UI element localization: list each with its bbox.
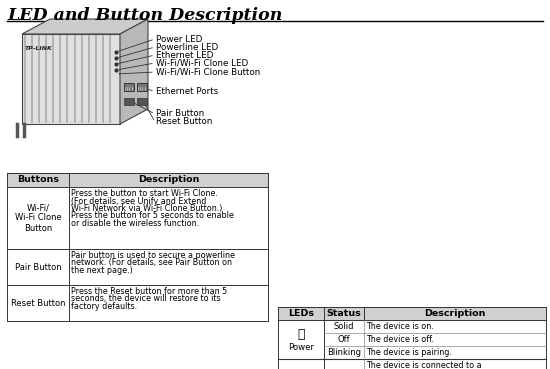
- Text: Off: Off: [338, 335, 350, 344]
- Text: Press the button to start Wi-Fi Clone.: Press the button to start Wi-Fi Clone.: [71, 189, 218, 198]
- Text: Pair button is used to secure a powerline: Pair button is used to secure a powerlin…: [71, 251, 235, 260]
- FancyBboxPatch shape: [7, 187, 268, 249]
- Text: Reset Button: Reset Button: [11, 299, 65, 307]
- Text: Buttons: Buttons: [17, 176, 59, 184]
- Text: Wi-Fi Network via Wi-Fi Clone Button.): Wi-Fi Network via Wi-Fi Clone Button.): [71, 204, 222, 213]
- Text: Wi-Fi/
Wi-Fi Clone
Button: Wi-Fi/ Wi-Fi Clone Button: [15, 203, 62, 233]
- Polygon shape: [22, 19, 148, 34]
- FancyBboxPatch shape: [137, 98, 147, 105]
- Text: Blinking: Blinking: [327, 348, 361, 357]
- Text: The device is on.: The device is on.: [366, 322, 434, 331]
- Text: Ethernet Ports: Ethernet Ports: [156, 86, 218, 96]
- FancyBboxPatch shape: [7, 285, 268, 321]
- Text: factory defaults.: factory defaults.: [71, 302, 137, 311]
- Text: The device is connected to a
powerline network, but there is
no data being trans: The device is connected to a powerline n…: [366, 361, 492, 369]
- Text: Press the button for 5 seconds to enable: Press the button for 5 seconds to enable: [71, 211, 234, 221]
- FancyBboxPatch shape: [124, 98, 134, 105]
- Text: Reset Button: Reset Button: [156, 117, 212, 127]
- Text: Power: Power: [288, 342, 314, 352]
- Text: Wi-Fi/Wi-Fi Clone LED: Wi-Fi/Wi-Fi Clone LED: [156, 59, 248, 68]
- FancyBboxPatch shape: [7, 173, 268, 187]
- FancyBboxPatch shape: [7, 249, 268, 285]
- Text: or disable the wireless function.: or disable the wireless function.: [71, 219, 199, 228]
- Text: seconds, the device will restore to its: seconds, the device will restore to its: [71, 294, 221, 303]
- Text: TP-LINK: TP-LINK: [25, 46, 53, 51]
- FancyBboxPatch shape: [137, 83, 147, 91]
- Polygon shape: [120, 19, 148, 124]
- Text: Description: Description: [138, 176, 199, 184]
- Text: the next page.): the next page.): [71, 266, 133, 275]
- Text: ⏻: ⏻: [297, 328, 305, 341]
- Text: LEDs: LEDs: [288, 309, 314, 318]
- Text: LED and Button Description: LED and Button Description: [7, 7, 282, 24]
- Text: Powerline LED: Powerline LED: [156, 42, 218, 52]
- Text: Press the Reset button for more than 5: Press the Reset button for more than 5: [71, 287, 227, 296]
- Text: The device is off.: The device is off.: [366, 335, 434, 344]
- Text: Pair Button: Pair Button: [15, 262, 61, 272]
- Text: (For details, see Unify and Extend: (For details, see Unify and Extend: [71, 197, 206, 206]
- Text: Description: Description: [424, 309, 486, 318]
- Text: network. (For details, see Pair Button on: network. (For details, see Pair Button o…: [71, 259, 232, 268]
- Text: Solid: Solid: [334, 322, 354, 331]
- Text: Wi-Fi/Wi-Fi Clone Button: Wi-Fi/Wi-Fi Clone Button: [156, 68, 260, 76]
- FancyBboxPatch shape: [124, 83, 134, 91]
- Text: Power LED: Power LED: [156, 34, 202, 44]
- FancyBboxPatch shape: [278, 307, 546, 320]
- Polygon shape: [22, 34, 120, 124]
- Text: Pair Button: Pair Button: [156, 110, 204, 118]
- Text: The device is pairing.: The device is pairing.: [366, 348, 452, 357]
- Text: Ethernet LED: Ethernet LED: [156, 51, 213, 59]
- Text: Status: Status: [327, 309, 361, 318]
